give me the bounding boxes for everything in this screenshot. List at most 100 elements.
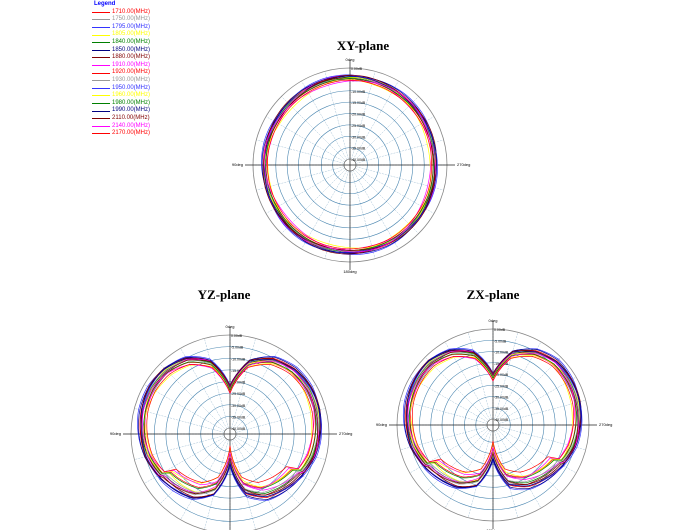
spoke-line bbox=[492, 424, 562, 494]
spoke-line bbox=[492, 332, 519, 426]
legend-label: 1795.00(MHz) bbox=[112, 23, 151, 30]
series-trace bbox=[262, 74, 435, 251]
legend-item: 1950.00(MHz) bbox=[92, 85, 150, 93]
spoke-line bbox=[492, 399, 586, 426]
legend-label: 2170.00(MHz) bbox=[112, 130, 151, 137]
spoke-line bbox=[467, 332, 494, 426]
spoke-line bbox=[281, 164, 351, 234]
legend-label: 1960.00(MHz) bbox=[112, 92, 151, 99]
series-trace bbox=[263, 75, 437, 254]
legend-item: 1795.00(MHz) bbox=[92, 24, 150, 32]
legend-swatch bbox=[92, 27, 110, 29]
legend-label: 1950.00(MHz) bbox=[112, 84, 151, 91]
angle-tick-label: 180deg bbox=[486, 528, 499, 530]
spoke-line bbox=[492, 424, 542, 509]
legend-swatch bbox=[92, 118, 110, 120]
series-trace bbox=[407, 352, 575, 479]
spoke-line bbox=[229, 433, 301, 505]
spoke-line bbox=[229, 338, 256, 435]
radial-tick-label: -5.00dB bbox=[231, 346, 244, 350]
radial-tick-label: -30.00dB bbox=[231, 404, 246, 408]
spoke-line bbox=[256, 164, 351, 191]
spoke-line bbox=[467, 424, 494, 518]
radial-tick-label: -10.00dB bbox=[494, 351, 509, 355]
spoke-line bbox=[159, 363, 231, 435]
angle-tick-label: 270deg bbox=[457, 162, 470, 167]
legend-label: 1805.00(MHz) bbox=[112, 31, 151, 38]
angle-tick-label: 90deg bbox=[110, 431, 121, 436]
legend-label: 1750.00(MHz) bbox=[112, 16, 151, 23]
legend-swatch bbox=[92, 95, 110, 97]
spoke-line bbox=[281, 96, 351, 166]
legend-label: 1710.00(MHz) bbox=[112, 8, 151, 15]
radial-tick-label: -15.00dB bbox=[351, 101, 366, 105]
spoke-line bbox=[144, 384, 231, 435]
spoke-line bbox=[444, 424, 494, 509]
spoke-line bbox=[492, 356, 562, 426]
angle-tick-label: 270deg bbox=[339, 431, 352, 436]
zx-plane-title: ZX-plane bbox=[466, 287, 520, 302]
legend-item: 1850.00(MHz) bbox=[92, 47, 150, 55]
radial-tick-label: -10.00dB bbox=[351, 90, 366, 94]
spoke-line bbox=[301, 80, 351, 166]
series-trace bbox=[402, 348, 581, 491]
legend-swatch bbox=[92, 125, 110, 127]
spoke-line bbox=[204, 338, 231, 435]
series-trace bbox=[144, 362, 316, 488]
spoke-line bbox=[349, 164, 444, 191]
legend-label: 2140.00(MHz) bbox=[112, 122, 151, 129]
legend-title: Legend bbox=[94, 1, 116, 7]
spoke-line bbox=[256, 139, 351, 166]
spoke-line bbox=[301, 164, 351, 250]
radial-tick-label: -30.00dB bbox=[494, 396, 509, 400]
legend-swatch bbox=[92, 34, 110, 36]
angle-tick-label: 0deg bbox=[489, 318, 498, 323]
spoke-line bbox=[400, 399, 494, 426]
spoke-line bbox=[349, 164, 399, 250]
series-trace bbox=[406, 349, 582, 489]
spoke-line bbox=[349, 164, 376, 259]
legend-item: 2170.00(MHz) bbox=[92, 130, 150, 138]
radial-tick-label: -35.00dB bbox=[231, 415, 246, 419]
legend-item: 1980.00(MHz) bbox=[92, 100, 150, 108]
radial-tick-label: -40.00dB bbox=[494, 418, 509, 422]
spoke-line bbox=[180, 433, 231, 520]
legend-label: 1930.00(MHz) bbox=[112, 76, 151, 83]
legend-swatch bbox=[92, 80, 110, 82]
radial-tick-label: -15.00dB bbox=[231, 369, 246, 373]
radial-tick-label: -20.00dB bbox=[231, 381, 246, 385]
legend-label: 1850.00(MHz) bbox=[112, 46, 151, 53]
legend-swatch bbox=[92, 57, 110, 59]
series-trace bbox=[263, 75, 436, 252]
series-trace bbox=[263, 80, 432, 253]
series-trace bbox=[264, 77, 437, 255]
legend-item: 1910.00(MHz) bbox=[92, 62, 150, 70]
spoke-line bbox=[444, 341, 494, 426]
legend-label: 2110.00(MHz) bbox=[112, 114, 150, 121]
legend-label: 1980.00(MHz) bbox=[112, 99, 151, 106]
radial-tick-label: -30.00dB bbox=[351, 135, 366, 139]
series-trace bbox=[261, 75, 436, 254]
series-trace bbox=[410, 350, 581, 483]
radial-tick-label: -20.00dB bbox=[351, 113, 366, 117]
spoke-line bbox=[349, 80, 399, 166]
spoke-line bbox=[349, 116, 435, 166]
spoke-line bbox=[424, 356, 494, 426]
radial-tick-label: -5.00dB bbox=[494, 339, 507, 343]
spoke-line bbox=[349, 96, 419, 166]
legend-item: 1805.00(MHz) bbox=[92, 31, 150, 39]
radial-tick-label: -25.00dB bbox=[494, 384, 509, 388]
series-trace bbox=[411, 355, 575, 473]
legend-item: 1750.00(MHz) bbox=[92, 16, 150, 24]
legend-item: 1920.00(MHz) bbox=[92, 69, 150, 77]
xy-plane-title: XY-plane bbox=[336, 38, 390, 53]
spoke-line bbox=[134, 408, 231, 435]
angle-tick-label: 270deg bbox=[599, 422, 612, 427]
spoke-line bbox=[229, 408, 326, 435]
yz-plane-title: YZ-plane bbox=[197, 287, 251, 302]
legend-swatch bbox=[92, 65, 110, 67]
series-trace bbox=[144, 358, 319, 494]
spoke-line bbox=[265, 164, 351, 214]
